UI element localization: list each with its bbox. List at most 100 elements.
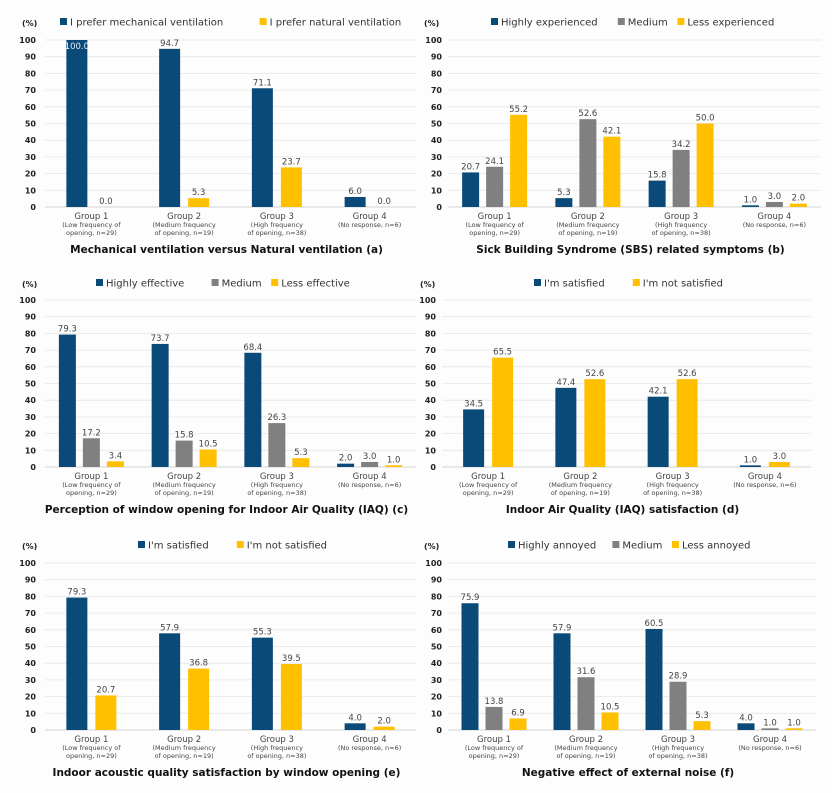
bar-navy-group-3: [251, 88, 273, 207]
x-category-label: Group 4: [353, 472, 387, 482]
x-category-sublabel: (High frequency: [251, 744, 303, 752]
y-tick-label: 10: [431, 709, 443, 718]
x-category-label: Group 1: [74, 472, 108, 482]
bar-yellow-group-3: [676, 379, 698, 467]
y-tick-label: 40: [25, 136, 37, 145]
y-axis-unit-label: (%): [22, 542, 37, 551]
legend-label-1: Highly experienced: [501, 18, 598, 29]
y-tick-label: 10: [431, 186, 443, 195]
x-category-sublabel: opening, n=29): [66, 489, 117, 497]
y-tick-label: 100: [425, 559, 442, 568]
y-tick-label: 80: [431, 592, 443, 601]
y-tick-label: 70: [431, 609, 443, 618]
bar-yellow-group-2: [188, 668, 210, 730]
y-tick-label: 40: [25, 396, 37, 405]
x-category-sublabel: of opening, n=19): [155, 752, 214, 760]
y-tick-label: 0: [30, 726, 36, 735]
legend-label-3: Less effective: [281, 279, 350, 290]
chart-title: Sick Building Syndrome (SBS) related sym…: [476, 244, 784, 256]
y-tick-label: 100: [419, 296, 436, 305]
x-category-sublabel: opening, n=29): [66, 752, 117, 760]
bar-navy-group-2: [555, 198, 573, 207]
bar-yellow-group-1: [95, 695, 117, 730]
bar-yellow-group-2: [584, 379, 606, 467]
x-category-sublabel: of opening, n=19): [551, 489, 610, 497]
data-label: 50.0: [696, 114, 715, 124]
data-label: 17.2: [82, 428, 101, 438]
x-category-sublabel: (High frequency: [251, 481, 303, 489]
chart-a-svg: (%) I prefer mechanical ventilation I pref…: [19, 18, 416, 256]
data-label: 28.9: [669, 672, 688, 682]
data-label: 24.1: [485, 157, 504, 167]
y-axis-unit-label: (%): [420, 280, 435, 289]
y-tick-label: 30: [25, 153, 37, 162]
x-category-sublabel: (High frequency: [251, 221, 303, 229]
x-category-label: Group 2: [569, 735, 603, 745]
y-tick-label: 10: [25, 186, 37, 195]
bar-gray-group-1: [485, 706, 503, 730]
legend-swatch-1: [508, 541, 515, 548]
y-tick-label: 0: [436, 726, 442, 735]
x-category-sublabel: (Low frequency of: [465, 744, 524, 752]
y-tick-label: 90: [25, 576, 37, 585]
bar-navy-group-1: [461, 603, 479, 730]
data-label: 3.0: [773, 452, 787, 462]
bar-yellow-group-4: [385, 465, 403, 467]
x-category-sublabel: (High frequency: [655, 221, 707, 229]
y-tick-label: 0: [30, 463, 36, 472]
x-category-sublabel: (No response, n=6): [338, 744, 401, 752]
y-tick-label: 30: [425, 413, 437, 422]
x-category-sublabel: (No response, n=6): [733, 481, 796, 489]
legend-label-2: I prefer natural ventilation: [270, 18, 402, 29]
y-tick-label: 80: [431, 69, 443, 78]
y-tick-label: 90: [431, 576, 443, 585]
bar-navy-group-3: [244, 352, 262, 467]
bar-navy-group-4: [344, 723, 366, 730]
y-tick-label: 90: [425, 313, 437, 322]
data-label: 52.6: [678, 369, 697, 379]
x-category-sublabel: (No response, n=6): [338, 221, 401, 229]
bar-gray-group-2: [579, 119, 597, 207]
data-label: 1.0: [763, 718, 777, 728]
data-label: 94.7: [160, 39, 179, 49]
y-tick-label: 70: [431, 86, 443, 95]
data-label: 2.0: [339, 454, 353, 464]
legend-swatch-1: [96, 279, 103, 286]
legend-swatch-2: [617, 18, 625, 25]
chart-title: Mechanical ventilation versus Natural ve…: [70, 244, 383, 256]
legend-label-1: Highly annoyed: [518, 541, 596, 552]
bar-yellow-group-1: [492, 357, 514, 467]
x-category-label: Group 4: [748, 472, 782, 482]
x-category-label: Group 3: [656, 472, 690, 482]
data-label: 6.0: [348, 187, 362, 197]
x-category-sublabel: opening, n=29): [66, 229, 117, 237]
y-tick-label: 50: [431, 120, 443, 129]
x-category-label: Group 1: [74, 212, 108, 222]
bar-yellow-group-3: [280, 664, 302, 730]
bar-yellow-group-3: [696, 123, 714, 207]
data-label: 1.0: [744, 195, 758, 205]
x-category-sublabel: of opening, n=38): [652, 229, 711, 237]
data-label: 3.4: [109, 451, 123, 461]
y-tick-label: 20: [25, 170, 37, 179]
bar-navy-group-2: [151, 343, 169, 467]
bar-yellow-group-3: [280, 167, 302, 207]
data-label: 60.5: [645, 619, 664, 629]
data-label: 34.5: [464, 399, 483, 409]
y-tick-label: 0: [30, 203, 36, 212]
x-category-label: Group 3: [260, 735, 294, 745]
data-label: 79.3: [67, 588, 86, 598]
y-axis-unit-label: (%): [22, 280, 37, 289]
y-tick-label: 70: [425, 346, 437, 355]
bar-yellow-group-1: [510, 114, 528, 207]
y-tick-label: 80: [425, 329, 437, 338]
y-tick-label: 0: [436, 203, 442, 212]
bar-yellow-group-1: [509, 718, 527, 730]
y-tick-label: 100: [19, 296, 36, 305]
x-category-label: Group 3: [661, 735, 695, 745]
x-category-sublabel: (Low frequency of: [62, 221, 121, 229]
y-tick-label: 60: [25, 626, 37, 635]
x-category-sublabel: (Low frequency of: [62, 481, 121, 489]
data-label: 55.2: [509, 105, 528, 115]
data-label: 79.3: [58, 325, 77, 335]
